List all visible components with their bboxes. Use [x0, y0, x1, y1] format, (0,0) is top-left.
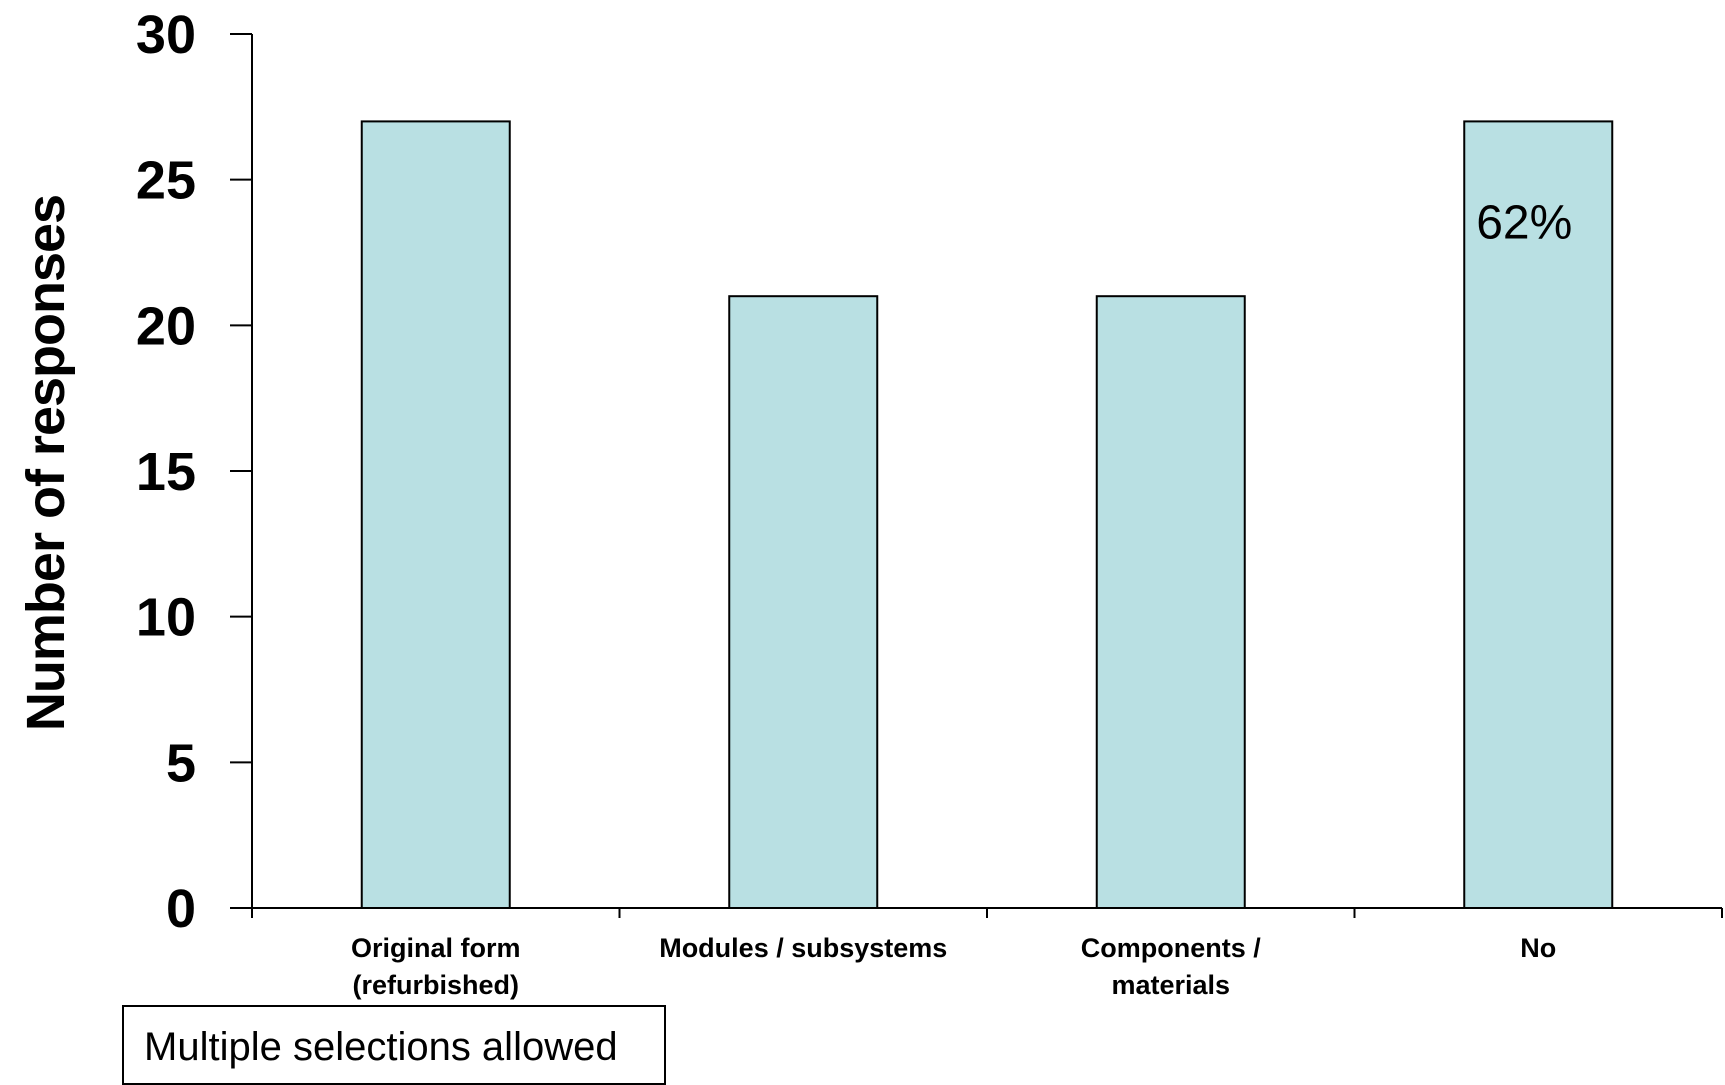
bar	[728, 295, 879, 909]
y-tick-label: 25	[136, 151, 196, 211]
bar	[1095, 295, 1246, 909]
note-text: Multiple selections allowed	[144, 1025, 618, 1069]
x-tick-label: Modules / subsystems	[659, 933, 947, 963]
y-axis-label: Number of responses	[16, 194, 76, 732]
y-tick-label: 30	[136, 5, 196, 65]
note-box: Multiple selections allowed	[122, 1005, 666, 1085]
y-tick-label: 10	[136, 588, 196, 648]
y-tick-label: 20	[136, 296, 196, 356]
x-tick-label: Original form (refurbished)	[351, 933, 521, 1000]
y-tick-label: 5	[166, 733, 196, 793]
bar	[360, 120, 511, 909]
bar	[1463, 120, 1614, 909]
y-tick-label: 15	[136, 442, 196, 502]
x-tick-label: Components / materials	[1081, 933, 1261, 1000]
data-label: 62%	[1476, 196, 1572, 249]
x-tick-label: No	[1520, 933, 1556, 963]
y-tick-label: 0	[166, 879, 196, 939]
